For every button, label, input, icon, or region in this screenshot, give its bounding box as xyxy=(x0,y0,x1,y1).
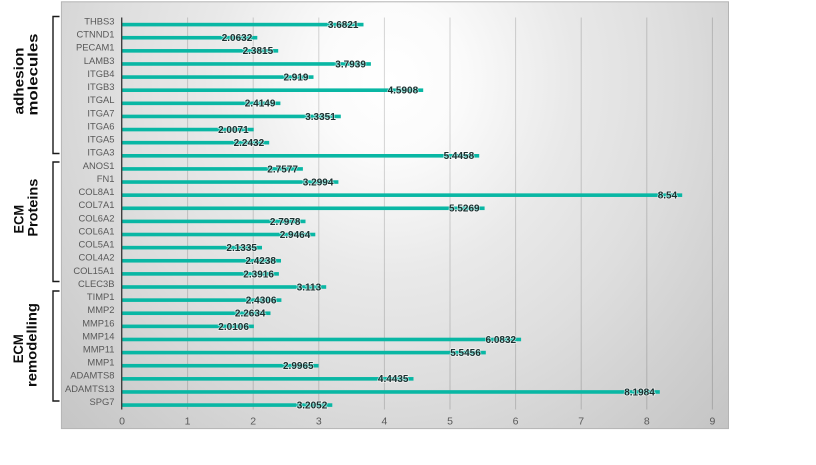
svg-text:8.1984: 8.1984 xyxy=(624,387,655,398)
svg-text:5.4458: 5.4458 xyxy=(444,151,475,162)
svg-text:COL6A1: COL6A1 xyxy=(79,225,115,236)
svg-text:ITGAL: ITGAL xyxy=(87,94,114,105)
svg-text:0: 0 xyxy=(119,416,125,428)
svg-text:COL8A1: COL8A1 xyxy=(79,186,115,197)
svg-text:ITGA5: ITGA5 xyxy=(87,134,114,145)
svg-text:COL4A2: COL4A2 xyxy=(79,252,115,263)
svg-text:TIMP1: TIMP1 xyxy=(87,291,115,302)
svg-text:ITGA7: ITGA7 xyxy=(87,107,114,118)
svg-text:2.4238: 2.4238 xyxy=(245,256,276,267)
svg-text:2.0106: 2.0106 xyxy=(218,322,249,333)
svg-text:2.7577: 2.7577 xyxy=(267,164,298,175)
svg-text:4: 4 xyxy=(381,416,387,428)
svg-text:2.2634: 2.2634 xyxy=(235,309,266,320)
svg-text:MMP1: MMP1 xyxy=(87,357,114,368)
svg-text:molecules: molecules xyxy=(25,33,41,115)
svg-text:ECM: ECM xyxy=(11,205,27,234)
svg-text:2.9965: 2.9965 xyxy=(283,361,314,372)
svg-text:THBS3: THBS3 xyxy=(84,16,114,27)
svg-text:COL5A1: COL5A1 xyxy=(79,239,115,250)
svg-text:PECAM1: PECAM1 xyxy=(76,42,115,53)
svg-text:MMP14: MMP14 xyxy=(82,330,114,341)
svg-text:3.2052: 3.2052 xyxy=(297,400,328,411)
svg-text:2.1335: 2.1335 xyxy=(226,243,257,254)
svg-text:5.5456: 5.5456 xyxy=(450,348,481,359)
svg-text:3.2994: 3.2994 xyxy=(303,177,334,188)
svg-text:2.3916: 2.3916 xyxy=(243,269,274,280)
svg-text:4.4435: 4.4435 xyxy=(378,374,409,385)
svg-text:ITGB4: ITGB4 xyxy=(87,68,114,79)
svg-text:9: 9 xyxy=(709,416,715,428)
svg-text:COL15A1: COL15A1 xyxy=(73,265,114,276)
svg-text:CTNND1: CTNND1 xyxy=(76,29,114,40)
svg-text:8: 8 xyxy=(644,416,650,428)
svg-text:MMP11: MMP11 xyxy=(83,344,115,355)
svg-text:MMP16: MMP16 xyxy=(82,317,114,328)
svg-text:COL7A1: COL7A1 xyxy=(79,199,115,210)
svg-text:6: 6 xyxy=(513,416,519,428)
svg-text:8.54: 8.54 xyxy=(658,191,678,202)
svg-text:2.4149: 2.4149 xyxy=(245,99,276,110)
svg-text:2.919: 2.919 xyxy=(283,72,308,83)
svg-text:3.6821: 3.6821 xyxy=(328,20,359,31)
svg-text:Proteins: Proteins xyxy=(25,178,41,236)
svg-text:FN1: FN1 xyxy=(97,173,115,184)
svg-text:5.5269: 5.5269 xyxy=(449,204,480,215)
svg-text:remodelling: remodelling xyxy=(24,303,40,387)
svg-text:ITGA6: ITGA6 xyxy=(87,120,114,131)
svg-text:2.4306: 2.4306 xyxy=(246,296,277,307)
svg-text:5: 5 xyxy=(447,416,453,428)
svg-text:adhesion: adhesion xyxy=(11,48,27,115)
svg-text:2.3815: 2.3815 xyxy=(243,46,274,57)
svg-text:2.0632: 2.0632 xyxy=(222,33,253,44)
svg-text:3.113: 3.113 xyxy=(297,282,322,293)
svg-text:4.5908: 4.5908 xyxy=(388,86,419,97)
svg-text:COL6A2: COL6A2 xyxy=(79,212,115,223)
svg-text:3: 3 xyxy=(316,416,322,428)
svg-text:ANOS1: ANOS1 xyxy=(83,160,115,171)
svg-text:2.9464: 2.9464 xyxy=(280,230,311,241)
svg-text:ITGB3: ITGB3 xyxy=(87,81,114,92)
svg-text:3.3351: 3.3351 xyxy=(305,112,336,123)
svg-text:2.2432: 2.2432 xyxy=(234,138,265,149)
svg-text:CLEC3B: CLEC3B xyxy=(78,278,114,289)
svg-text:2.7978: 2.7978 xyxy=(270,217,301,228)
svg-text:2: 2 xyxy=(250,416,256,428)
svg-text:3.7939: 3.7939 xyxy=(335,59,366,70)
svg-text:6.0832: 6.0832 xyxy=(486,335,517,346)
svg-text:ADAMTS13: ADAMTS13 xyxy=(65,383,115,394)
svg-text:LAMB3: LAMB3 xyxy=(84,55,115,66)
svg-text:7: 7 xyxy=(578,416,584,428)
svg-text:ECM: ECM xyxy=(10,334,26,363)
svg-text:1: 1 xyxy=(185,416,191,428)
svg-text:ITGA3: ITGA3 xyxy=(87,147,114,158)
svg-text:MMP2: MMP2 xyxy=(87,304,114,315)
svg-text:SPG7: SPG7 xyxy=(89,396,114,407)
svg-text:ADAMTS8: ADAMTS8 xyxy=(70,370,114,381)
svg-text:2.0071: 2.0071 xyxy=(218,125,249,136)
